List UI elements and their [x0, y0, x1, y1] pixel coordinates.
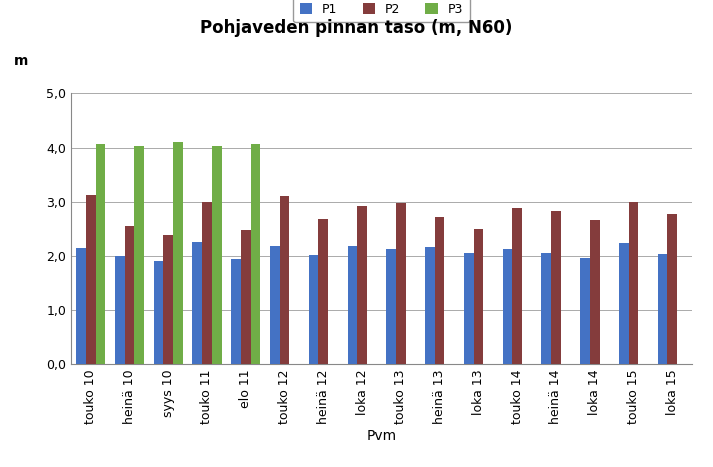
- Bar: [580, 258, 590, 364]
- Bar: [425, 247, 435, 364]
- Bar: [115, 256, 125, 364]
- Bar: [250, 144, 260, 364]
- Bar: [241, 230, 250, 364]
- Bar: [347, 246, 357, 364]
- Bar: [396, 203, 406, 364]
- Bar: [473, 229, 483, 364]
- Bar: [386, 249, 396, 364]
- Bar: [435, 218, 444, 364]
- Bar: [76, 248, 86, 364]
- Bar: [86, 195, 96, 364]
- Legend: P1, P2, P3: P1, P2, P3: [293, 0, 470, 22]
- Bar: [96, 144, 106, 364]
- Bar: [279, 196, 289, 364]
- Bar: [657, 255, 667, 364]
- Bar: [212, 146, 222, 364]
- Bar: [231, 259, 241, 364]
- Bar: [464, 253, 473, 364]
- Bar: [667, 214, 677, 364]
- Text: m: m: [14, 54, 29, 68]
- Bar: [551, 212, 560, 364]
- Bar: [125, 226, 134, 364]
- Bar: [629, 202, 638, 364]
- Text: Pohjaveden pinnan taso (m, N60): Pohjaveden pinnan taso (m, N60): [200, 19, 513, 37]
- Bar: [173, 142, 183, 364]
- Bar: [513, 208, 522, 364]
- Bar: [193, 242, 202, 364]
- Bar: [590, 220, 600, 364]
- Bar: [154, 262, 163, 364]
- Bar: [503, 249, 513, 364]
- Bar: [619, 243, 629, 364]
- Bar: [541, 253, 551, 364]
- Bar: [270, 246, 279, 364]
- Bar: [134, 146, 144, 364]
- Bar: [357, 206, 367, 364]
- Bar: [202, 202, 212, 364]
- X-axis label: Pvm: Pvm: [366, 429, 396, 443]
- Bar: [163, 235, 173, 364]
- Bar: [309, 255, 319, 364]
- Bar: [319, 219, 328, 364]
